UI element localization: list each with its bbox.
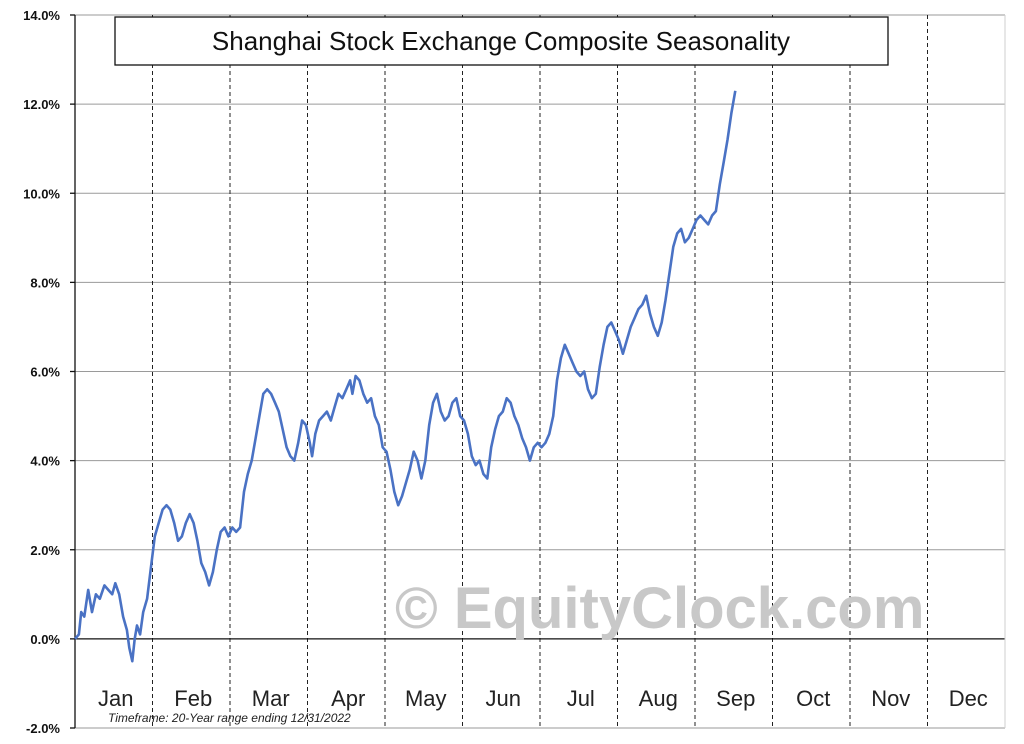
x-tick-label: Oct xyxy=(796,686,830,711)
x-tick-label: May xyxy=(405,686,447,711)
x-tick-label: Mar xyxy=(252,686,290,711)
y-tick-labels: -2.0% 0.0% 2.0% 4.0% 6.0% 8.0% 10.0% 12.0% 14.0% xyxy=(23,8,60,736)
y-tick-label: 6.0% xyxy=(30,365,60,380)
x-tick-label: Jan xyxy=(98,686,133,711)
y-tick-label: 10.0% xyxy=(23,186,60,201)
y-tick-label: 12.0% xyxy=(23,97,60,112)
x-tick-label: Jun xyxy=(486,686,521,711)
y-tick-label: 4.0% xyxy=(30,454,60,469)
axes xyxy=(70,14,1006,729)
x-tick-label: Dec xyxy=(949,686,988,711)
x-tick-label: Feb xyxy=(174,686,212,711)
timeframe-footnote: Timeframe: 20-Year range ending 12/31/20… xyxy=(108,711,351,725)
y-tick-label: -2.0% xyxy=(26,721,60,736)
y-tick-label: 14.0% xyxy=(23,8,60,23)
title-frame xyxy=(114,16,889,66)
y-tick-label: 2.0% xyxy=(30,543,60,558)
x-tick-label: Apr xyxy=(331,686,365,711)
x-tick-label: Aug xyxy=(639,686,678,711)
series-line xyxy=(74,90,737,663)
x-tick-labels: Jan Feb Mar Apr May Jun Jul Aug Sep Oct Nov Dec xyxy=(98,686,988,711)
x-tick-label: Nov xyxy=(871,686,910,711)
x-tick-label: Sep xyxy=(716,686,755,711)
y-tick-label: 0.0% xyxy=(30,632,60,647)
y-tick-label: 8.0% xyxy=(30,275,60,290)
chart-title-box: Shanghai Stock Exchange Composite Season… xyxy=(114,16,889,66)
chart-title: Shanghai Stock Exchange Composite Season… xyxy=(212,26,790,56)
x-tick-label: Jul xyxy=(567,686,595,711)
watermark-text: © EquityClock.com xyxy=(395,576,924,641)
